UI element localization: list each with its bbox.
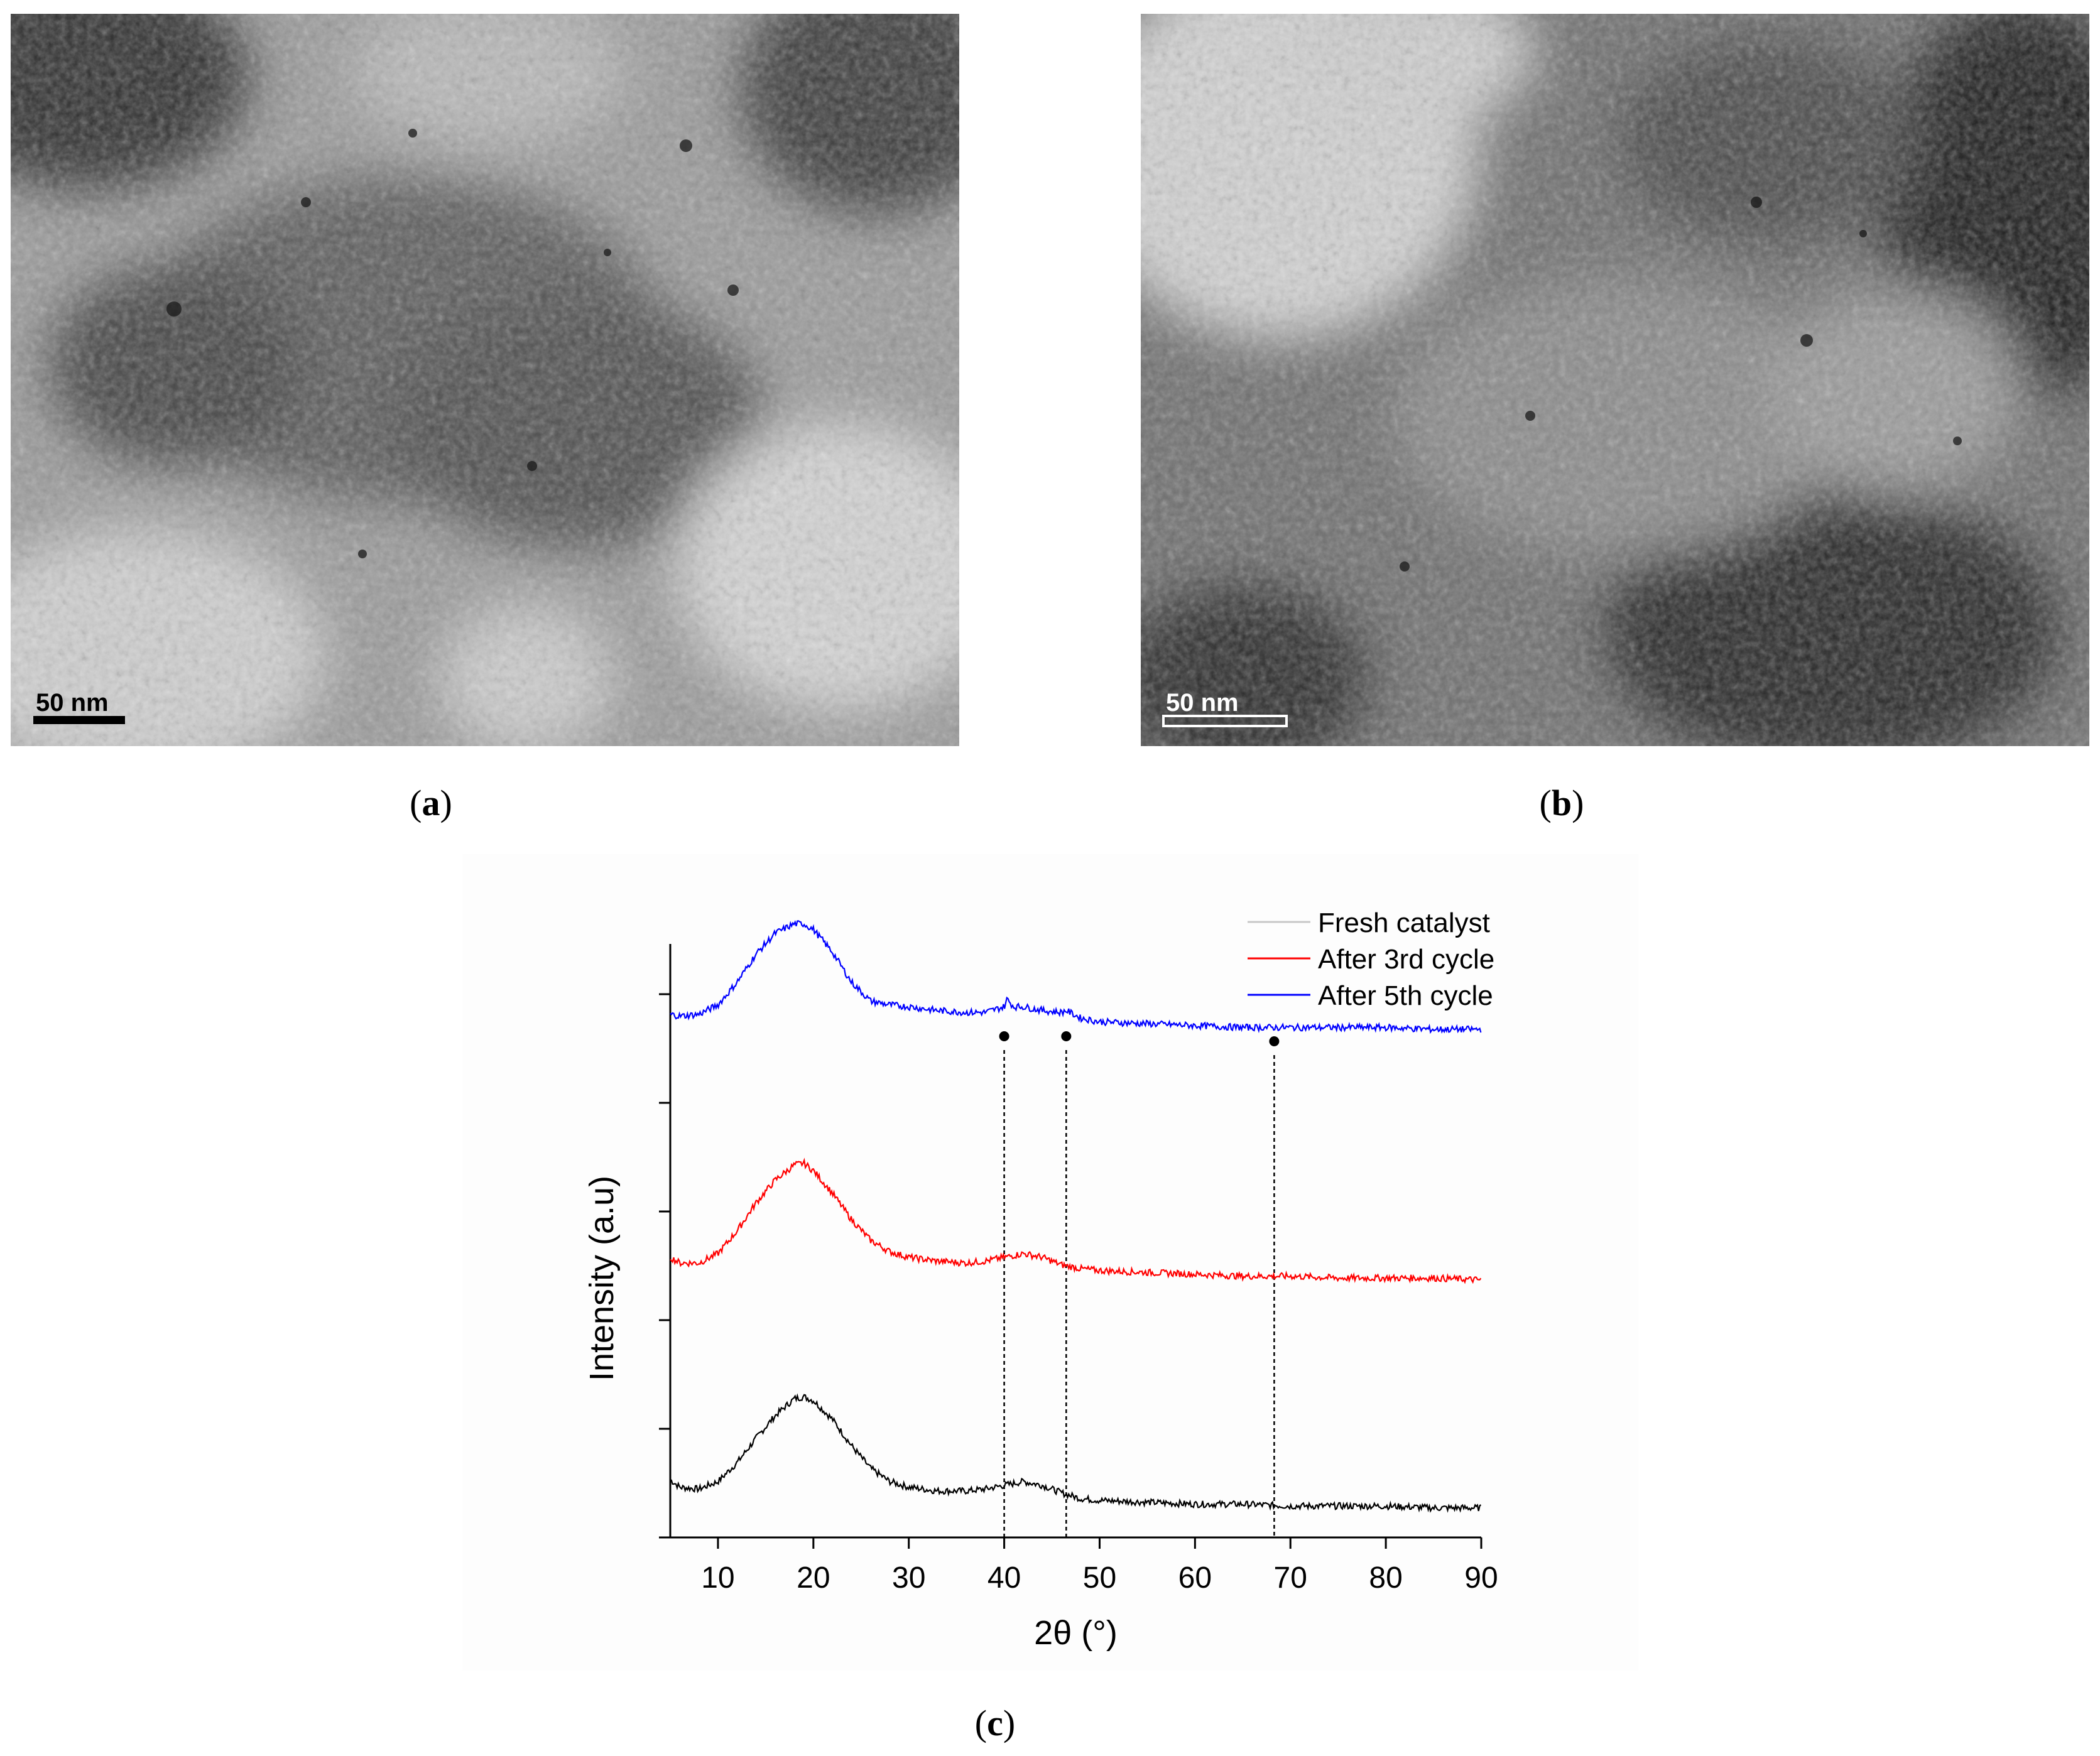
tem-image-a-graphic: 50 nm: [11, 14, 959, 746]
x-tick-label: 60: [1178, 1561, 1212, 1595]
caption-a-close: ): [440, 783, 452, 823]
scale-bar-a: [33, 716, 125, 724]
caption-a: (a): [368, 782, 494, 824]
series-group: [670, 920, 1482, 1513]
xrd-chart: 10 20 30 40 50 60 70 80 90 Fresh catalyst After 3…: [462, 854, 1638, 1674]
series-line: [670, 920, 1482, 1034]
chart-legend: Fresh catalyst After 3rd cycle After 5th c…: [1248, 908, 1494, 1011]
x-tick-label: 40: [987, 1561, 1021, 1595]
x-tick-label: 80: [1369, 1561, 1402, 1595]
caption-c: (c): [932, 1702, 1058, 1744]
x-tick-label: 70: [1274, 1561, 1307, 1595]
y-axis-label: Intensity (a.u): [583, 1176, 621, 1381]
reference-dot: [1061, 1031, 1072, 1041]
series-line: [670, 1157, 1482, 1284]
caption-b-close: ): [1572, 783, 1584, 823]
x-tick-label: 50: [1083, 1561, 1116, 1595]
scale-label-b: 50 nm: [1166, 689, 1239, 717]
caption-c-open: (: [974, 1703, 987, 1743]
legend-label: Fresh catalyst: [1318, 908, 1490, 938]
tem-image-b-graphic: 50 nm: [1141, 14, 2089, 746]
x-tick-label: 10: [701, 1561, 734, 1595]
legend-label: After 5th cycle: [1318, 980, 1493, 1011]
reference-dot: [1269, 1036, 1280, 1046]
series-line: [670, 1393, 1482, 1513]
reference-dot: [999, 1031, 1009, 1041]
caption-c-close: ): [1003, 1703, 1016, 1743]
x-axis-label: 2θ (°): [1034, 1614, 1118, 1652]
chart-axes: 10 20 30 40 50 60 70 80 90: [659, 944, 1498, 1595]
xrd-chart-svg: 10 20 30 40 50 60 70 80 90 Fresh catalyst After 3…: [462, 854, 1638, 1671]
legend-label: After 3rd cycle: [1318, 944, 1494, 975]
x-tick-label: 90: [1464, 1561, 1498, 1595]
caption-c-letter: c: [987, 1703, 1003, 1743]
caption-a-open: (: [410, 783, 422, 823]
scale-label-a: 50 nm: [36, 689, 109, 717]
caption-b-letter: b: [1551, 783, 1572, 823]
x-tick-label: 20: [797, 1561, 830, 1595]
scale-bar-b: [1162, 715, 1288, 727]
caption-b-open: (: [1539, 783, 1552, 823]
caption-a-letter: a: [422, 783, 440, 823]
x-tick-label: 30: [892, 1561, 925, 1595]
reference-lines: [999, 1031, 1280, 1537]
tem-image-a: 50 nm: [11, 14, 959, 746]
caption-b: (b): [1499, 782, 1624, 824]
tem-image-b: 50 nm: [1141, 14, 2089, 746]
